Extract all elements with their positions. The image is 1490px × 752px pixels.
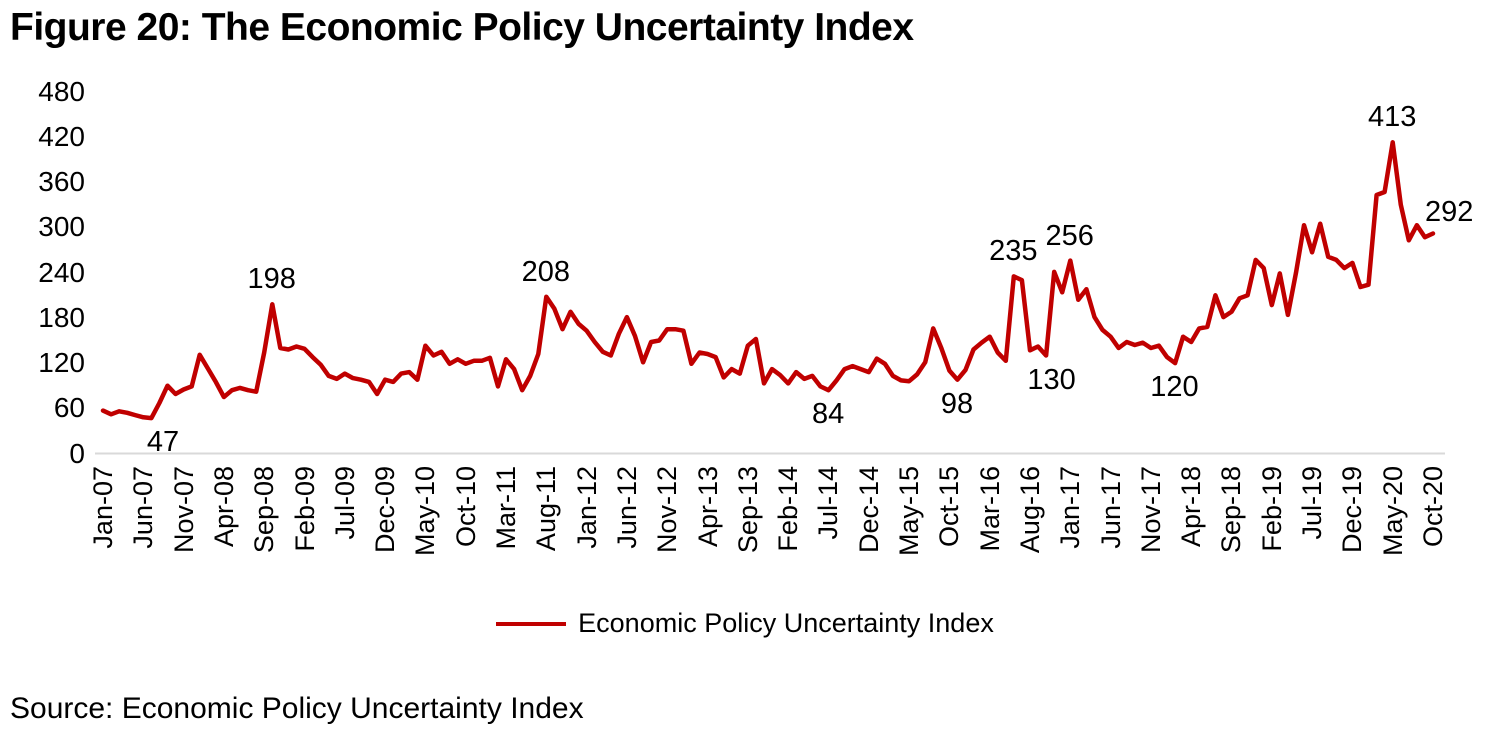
x-tick-label-Jul-09: Jul-09 (329, 465, 360, 540)
x-tick-label-Nov-07: Nov-07 (168, 465, 199, 553)
y-tick-label-0: 0 (69, 437, 85, 469)
legend-line-swatch (496, 621, 567, 626)
y-tick-label-120: 120 (38, 347, 85, 379)
x-tick-label-Jul-19: Jul-19 (1297, 465, 1328, 540)
y-tick-label-300: 300 (38, 211, 85, 243)
x-tick-label-Aug-16: Aug-16 (1014, 465, 1045, 553)
x-tick-label-May-15: May-15 (894, 465, 925, 556)
source-note: Source: Economic Policy Uncertainty Inde… (10, 692, 584, 725)
x-tick-label-Jun-17: Jun-17 (1095, 465, 1126, 549)
legend-label: Economic Policy Uncertainty Index (578, 608, 994, 638)
x-tick-label-Apr-08: Apr-08 (208, 465, 239, 547)
x-tick-label-Dec-19: Dec-19 (1337, 465, 1368, 553)
x-tick-label-Jun-12: Jun-12 (611, 465, 642, 549)
data-label-84: 84 (811, 398, 845, 431)
y-tick-label-480: 480 (38, 75, 85, 107)
x-tick-label-Sep-08: Sep-08 (249, 465, 280, 553)
chart-legend: Economic Policy Uncertainty Index (0, 608, 1490, 639)
x-tick-label-Sep-13: Sep-13 (732, 465, 763, 553)
x-tick-label-Jan-07: Jan-07 (88, 465, 118, 549)
y-tick-label-60: 60 (53, 392, 85, 424)
x-tick-label-Nov-12: Nov-12 (652, 465, 683, 553)
x-tick-label-Apr-18: Apr-18 (1176, 465, 1207, 547)
line-chart-svg (95, 140, 1445, 455)
x-tick-label-Nov-17: Nov-17 (1135, 465, 1166, 553)
data-label-413: 413 (1367, 101, 1417, 134)
x-tick-label-Jan-12: Jan-12 (571, 465, 602, 549)
data-label-235: 235 (989, 235, 1038, 268)
x-tick-label-Sep-18: Sep-18 (1216, 465, 1247, 553)
y-tick-label-420: 420 (38, 121, 85, 153)
data-label-292: 292 (1425, 196, 1474, 229)
x-tick-label-Dec-09: Dec-09 (370, 465, 401, 553)
data-label-120: 120 (1150, 371, 1199, 404)
data-label-198: 198 (247, 263, 296, 296)
y-tick-label-180: 180 (38, 301, 85, 333)
x-tick-label-May-10: May-10 (410, 465, 441, 556)
y-tick-label-360: 360 (38, 166, 85, 198)
x-tick-label-Jul-14: Jul-14 (813, 465, 844, 540)
x-tick-label-May-20: May-20 (1377, 465, 1408, 556)
x-tick-label-Jan-17: Jan-17 (1055, 465, 1086, 549)
y-tick-label-240: 240 (38, 256, 85, 288)
epu-series-line (100, 140, 1436, 421)
data-label-98: 98 (940, 387, 974, 420)
x-tick-label-Mar-11: Mar-11 (491, 465, 522, 550)
x-tick-label-Jun-07: Jun-07 (128, 465, 159, 549)
x-tick-label-Aug-11: Aug-11 (531, 465, 562, 551)
epu-line-chart: 480 420 360 300 240 180 120 60 0 Jan-07 Jun-07 Nov… (0, 60, 1490, 590)
x-tick-label-Feb-19: Feb-19 (1256, 465, 1287, 552)
data-label-130: 130 (1027, 363, 1076, 396)
data-label-256: 256 (1045, 219, 1094, 252)
x-tick-label-Feb-09: Feb-09 (289, 465, 320, 552)
x-tick-label-Dec-14: Dec-14 (853, 465, 884, 553)
x-tick-label-Oct-20: Oct-20 (1418, 465, 1448, 547)
x-tick-label-Feb-14: Feb-14 (773, 465, 804, 552)
x-tick-label-Oct-15: Oct-15 (934, 465, 965, 547)
figure-title: Figure 20: The Economic Policy Uncertain… (10, 6, 914, 49)
data-label-47: 47 (146, 426, 180, 459)
x-tick-label-Mar-16: Mar-16 (974, 465, 1005, 552)
data-label-208: 208 (521, 255, 570, 288)
x-tick-label-Oct-10: Oct-10 (450, 465, 481, 547)
x-tick-label-Apr-13: Apr-13 (692, 465, 723, 547)
